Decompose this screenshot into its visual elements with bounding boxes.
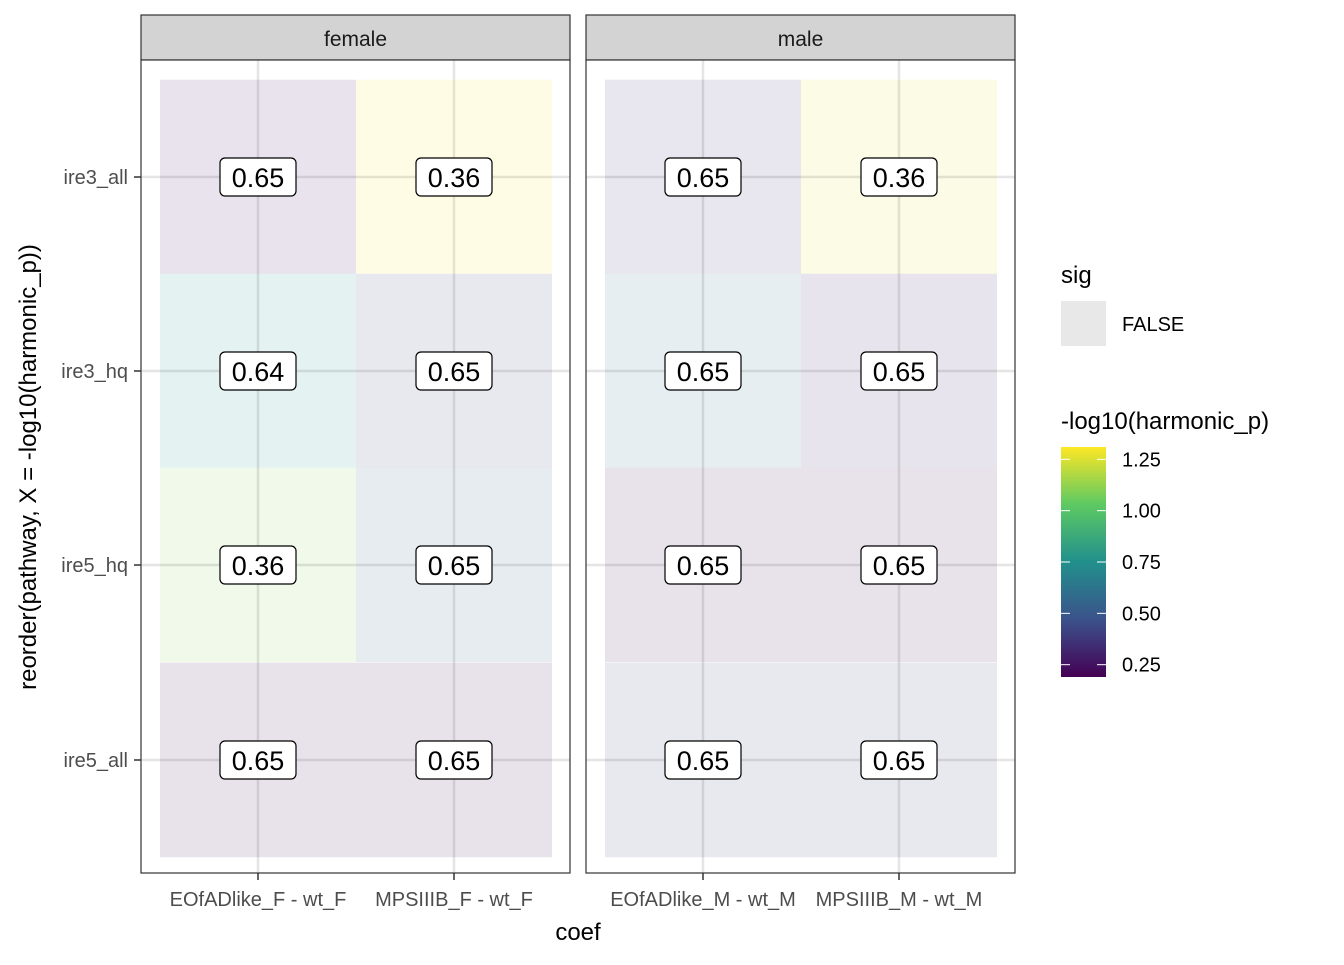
facet-strip-label: female: [324, 28, 387, 51]
value-label: 0.64: [232, 357, 285, 387]
value-label: 0.65: [428, 551, 481, 581]
value-label: 0.36: [232, 551, 285, 581]
facet-panel-male: male 0.65 0.36 0.65 0.65 0.65 0.65 0.65 0.65 EOfA…: [585, 14, 1016, 911]
legend-sig: sig FALSE: [1061, 262, 1184, 346]
y-tick-label: ire3_hq: [61, 361, 128, 383]
legend-sig-title: sig: [1061, 262, 1092, 289]
value-label: 0.36: [428, 163, 481, 193]
colorbar-tick-label: 0.50: [1122, 603, 1161, 625]
y-axis-title: reorder(pathway, X = -log10(harmonic_p)): [15, 244, 42, 690]
facet-panel-female: female 0.65 0.36 0.64 0.65 0.36 0.65 0.65 0.65 EO…: [140, 14, 571, 911]
value-label: 0.65: [677, 357, 730, 387]
value-label-box: [415, 157, 493, 197]
panel-border: [585, 59, 1016, 874]
value-label-box: [219, 157, 297, 197]
facet-strip: [585, 14, 1016, 61]
facet-strip-label: male: [778, 28, 824, 51]
value-label-box: [415, 351, 493, 391]
value-label-box: [664, 157, 742, 197]
value-label-box: [664, 545, 742, 585]
value-label-box: [219, 740, 297, 780]
legend-sig-key: [1061, 301, 1106, 346]
panel-border: [140, 59, 571, 874]
x-tick-label: MPSIIIB_F - wt_F: [375, 889, 533, 911]
x-axis-title: coef: [555, 919, 601, 946]
value-label: 0.65: [232, 163, 285, 193]
value-label: 0.65: [873, 357, 926, 387]
value-label-box: [860, 351, 938, 391]
value-label-box: [860, 157, 938, 197]
facet-strip: [140, 14, 571, 61]
y-tick-label: ire5_all: [64, 750, 128, 772]
y-tick-label: ire5_hq: [61, 555, 128, 577]
legend-sig-label: FALSE: [1122, 314, 1184, 336]
value-label-box: [664, 351, 742, 391]
value-label: 0.65: [428, 746, 481, 776]
value-label-box: [219, 351, 297, 391]
value-label: 0.65: [677, 746, 730, 776]
value-label: 0.65: [873, 746, 926, 776]
legend-fill: -log10(harmonic_p) 1.25 1.00 0.75 0.50 0.25: [1061, 408, 1269, 677]
value-label-box: [219, 545, 297, 585]
value-label-box: [664, 740, 742, 780]
value-label: 0.65: [232, 746, 285, 776]
value-label: 0.65: [873, 551, 926, 581]
value-label: 0.65: [677, 163, 730, 193]
value-label-box: [860, 740, 938, 780]
legend-fill-title: -log10(harmonic_p): [1061, 408, 1269, 435]
value-label: 0.36: [873, 163, 926, 193]
value-label-box: [415, 740, 493, 780]
colorbar-tick-label: 0.25: [1122, 655, 1161, 677]
value-label-box: [860, 545, 938, 585]
value-label: 0.65: [428, 357, 481, 387]
x-tick-label: MPSIIIB_M - wt_M: [816, 889, 983, 911]
x-tick-label: EOfADlike_M - wt_M: [610, 889, 796, 911]
value-label: 0.65: [677, 551, 730, 581]
colorbar-tick-label: 1.25: [1122, 449, 1161, 471]
x-tick-label: EOfADlike_F - wt_F: [170, 889, 347, 911]
colorbar-tick-label: 1.00: [1122, 501, 1161, 523]
y-tick-label: ire3_all: [64, 167, 128, 189]
colorbar-tick-label: 0.75: [1122, 552, 1161, 574]
value-label-box: [415, 545, 493, 585]
